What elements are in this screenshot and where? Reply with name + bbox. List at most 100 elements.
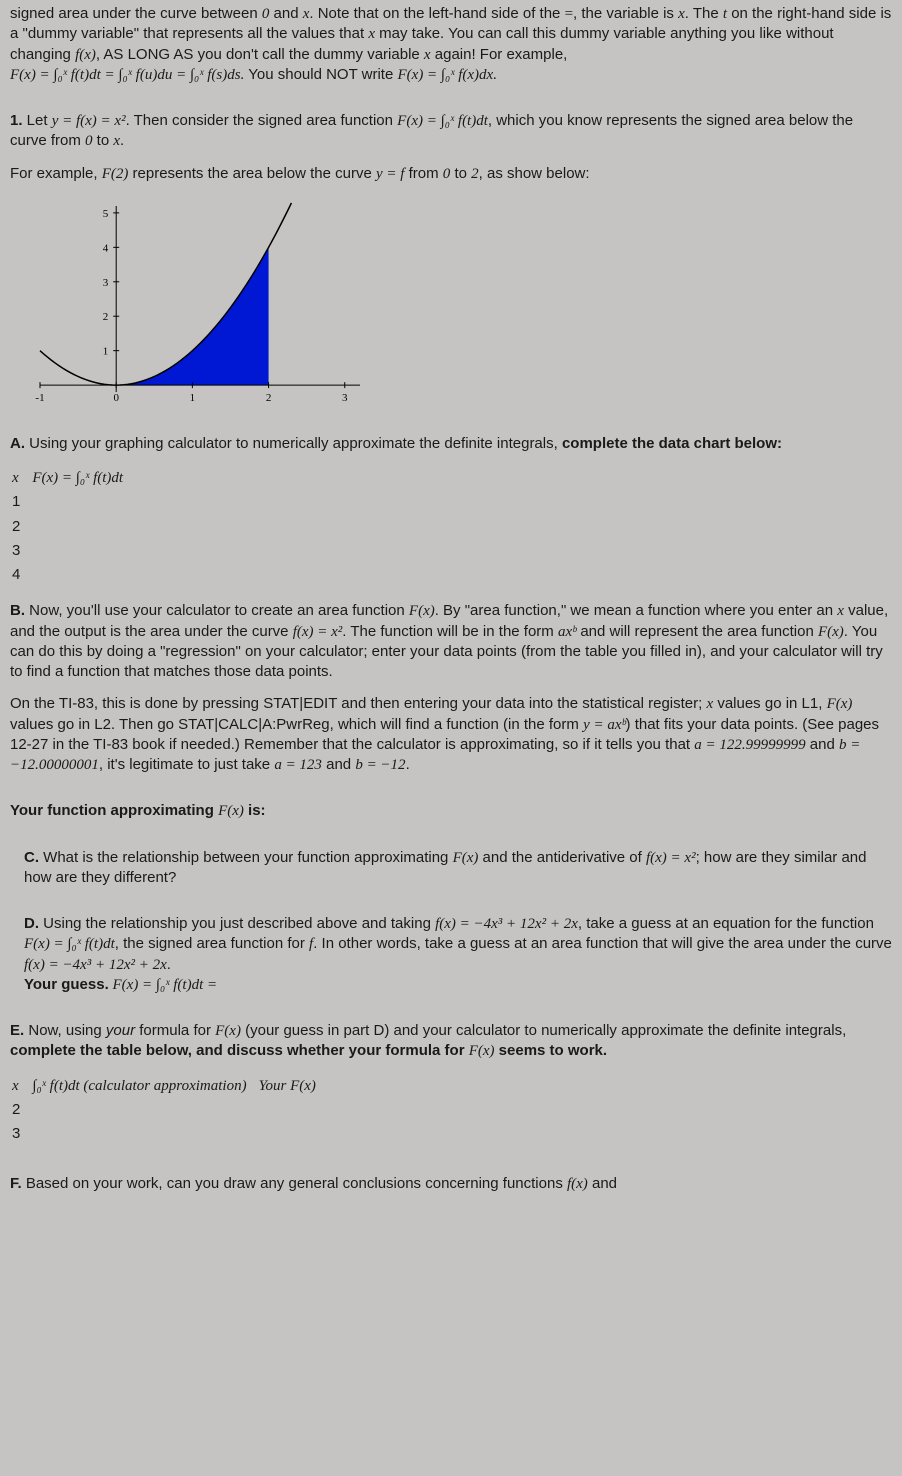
text: . Then consider the signed area function (126, 112, 398, 129)
cell-int (30, 1122, 256, 1146)
guess-label: Your guess. (24, 976, 109, 993)
text: Based on your work, can you draw any gen… (22, 1175, 567, 1192)
math-x: x (368, 26, 375, 42)
text: Let (23, 112, 52, 129)
math-fx: f(x) (567, 1176, 588, 1192)
table-row: 2 (10, 515, 133, 539)
partF-label: F. (10, 1175, 22, 1192)
math-fx: f(x) (75, 47, 96, 63)
text: . By "area function," we mean a function… (435, 602, 838, 619)
math-a: a = 122.99999999 (694, 737, 805, 753)
text: Using your graphing calculator to numeri… (25, 435, 562, 452)
text: , as show below: (479, 165, 590, 182)
text: and (588, 1175, 617, 1192)
text: . The (685, 5, 723, 22)
text: represents the area below the curve (128, 165, 376, 182)
text-bold: complete the data chart below: (562, 435, 782, 452)
text: formula for (135, 1022, 215, 1039)
cell-x: 2 (10, 1098, 30, 1122)
partE-table: x ∫₀ˣ f(t)dt (calculator approximation) … (10, 1074, 326, 1147)
cell-x: 4 (10, 563, 30, 587)
svg-text:4: 4 (103, 242, 109, 254)
text-bold: seems to work. (495, 1042, 608, 1059)
text: values go in L2. Then go STAT|CALC|A:Pwr… (10, 716, 583, 733)
math-Fx: F(x) (827, 696, 853, 712)
partF: F. Based on your work, can you draw any … (10, 1174, 892, 1194)
svg-text:3: 3 (103, 277, 109, 289)
partD: D. Using the relationship you just descr… (24, 914, 892, 995)
partB-label: B. (10, 602, 25, 619)
math-x: x (678, 6, 685, 22)
text: , the signed area function for (115, 935, 309, 952)
text: For example, (10, 165, 102, 182)
text: to (450, 165, 471, 182)
partC-label: C. (24, 849, 39, 866)
svg-text:-1: -1 (35, 392, 44, 404)
math-Fx-int: F(x) = ∫₀ˣ f(t)dt (397, 113, 488, 129)
col-yourFx: Your F(x) (257, 1074, 326, 1098)
partE: E. Now, using your formula for F(x) (you… (10, 1021, 892, 1062)
math-two: 2 (471, 166, 479, 182)
math-Fx: F(x) (218, 803, 244, 819)
text: . (406, 756, 410, 773)
math-br: b = −12 (355, 757, 405, 773)
partA-lead: A. Using your graphing calculator to num… (10, 434, 892, 454)
table-row: 3 (10, 539, 133, 563)
text: from (404, 165, 442, 182)
cell-yourFx (257, 1122, 326, 1146)
text: to (93, 132, 114, 149)
math-eq: = (565, 6, 573, 22)
svg-text:1: 1 (190, 392, 196, 404)
cell-x: 3 (10, 1122, 30, 1146)
text: again! For example, (431, 46, 568, 63)
text: . (120, 132, 124, 149)
text: . The function will be in the form (342, 623, 558, 640)
math-Fx: F(x) (818, 624, 844, 640)
svg-text:2: 2 (266, 392, 272, 404)
svg-text:1: 1 (103, 345, 109, 357)
math-x: x (424, 47, 431, 63)
intro-equation: F(x) = ∫₀ˣ f(t)dt = ∫₀ˣ f(u)du = ∫₀ˣ f(s… (10, 67, 244, 83)
q1-number: 1. (10, 112, 23, 129)
math-Fx: F(x) (453, 850, 479, 866)
intro-paragraph: signed area under the curve between 0 an… (10, 4, 892, 85)
svg-text:0: 0 (113, 392, 119, 404)
math-axb: axᵇ (558, 624, 576, 640)
svg-text:5: 5 (103, 208, 109, 220)
text: and (269, 5, 302, 22)
math-ar: a = 123 (274, 757, 322, 773)
text-bold: Your function approximating (10, 802, 218, 819)
text: (your guess in part D) and your calculat… (241, 1022, 846, 1039)
area-chart: -1012312345 (10, 196, 370, 416)
table-row: 4 (10, 563, 133, 587)
math-Fx: F(x) (409, 603, 435, 619)
cell-yourFx (257, 1098, 326, 1122)
math-yaxb: y = axᵇ (583, 717, 625, 733)
text: . In other words, take a guess at an are… (313, 935, 892, 952)
text: and (322, 756, 355, 773)
text: You should NOT write (244, 66, 397, 83)
text: signed area under the curve between (10, 5, 262, 22)
math-fx2: f(x) = x² (293, 624, 343, 640)
svg-text:2: 2 (103, 311, 109, 323)
text: On the TI-83, this is done by pressing S… (10, 695, 706, 712)
text-bold: is: (244, 802, 266, 819)
q1-lead: 1. Let y = f(x) = x². Then consider the … (10, 111, 892, 152)
text: and (806, 736, 839, 753)
math-yfx: y = f(x) = x² (52, 113, 126, 129)
cell-Fx (30, 539, 133, 563)
math-fxpoly2: f(x) = −4x³ + 12x² + 2x (24, 957, 167, 973)
intro-bad-eq: F(x) = ∫₀ˣ f(x)dx. (398, 67, 497, 83)
math-x: x (837, 603, 844, 619)
math-fx2: f(x) = x² (646, 850, 696, 866)
text-bold: complete the table below, and discuss wh… (10, 1042, 469, 1059)
cell-x: 3 (10, 539, 30, 563)
math-Fx: F(x) (215, 1023, 241, 1039)
text: , take a guess at an equation for the fu… (578, 915, 874, 932)
partB-answer-prompt: Your function approximating F(x) is: (10, 801, 892, 821)
col-x: x (10, 466, 30, 490)
math-F2: F(2) (102, 166, 129, 182)
text: Now, you'll use your calculator to creat… (25, 602, 409, 619)
table-row: 2 (10, 1098, 326, 1122)
cell-int (30, 1098, 256, 1122)
